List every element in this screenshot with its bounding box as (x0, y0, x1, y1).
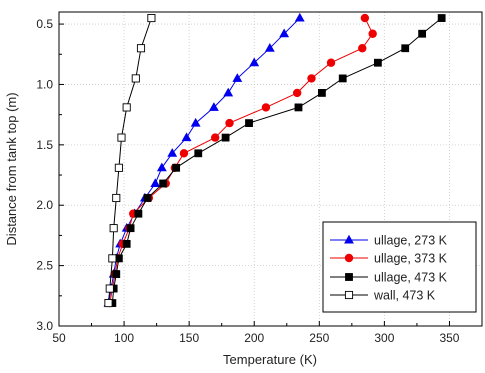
data-point-ullage-473k (122, 239, 131, 248)
data-point-ullage-473k (159, 179, 168, 188)
x-tick-label: 300 (374, 331, 394, 345)
legend-marker (344, 253, 354, 263)
tick-labels: 50 100 150 200 250 300 350 0.5 1.0 1.5 2.0 2.5 3.0 (36, 17, 459, 345)
legend-entry-wall-473k: wall, 473 K (330, 289, 436, 303)
data-point-ullage-473k (134, 209, 143, 218)
x-tick-label: 350 (439, 331, 459, 345)
data-point-ullage-373k (358, 44, 367, 53)
axes (58, 23, 450, 327)
x-tick-label: 100 (114, 331, 134, 345)
x-tick-label: 150 (179, 331, 199, 345)
data-point-ullage-273k (249, 57, 260, 67)
data-point-wall-473k (112, 193, 121, 203)
data-point-ullage-473k (221, 133, 230, 142)
plot-frame (58, 11, 483, 327)
legend-marker (345, 273, 353, 281)
legend-entry-ullage-273k: ullage, 273 K (330, 234, 448, 248)
legend-entry-ullage-373k: ullage, 373 K (330, 252, 448, 266)
data-point-wall-473k (108, 254, 117, 263)
y-tick-label: 2.0 (36, 198, 53, 212)
data-point-ullage-473k (126, 224, 135, 233)
legend-label: wall, 473 K (373, 289, 436, 303)
data-point-ullage-473k (338, 74, 347, 83)
data-point-ullage-373k (360, 13, 370, 23)
data-point-ullage-473k (245, 119, 253, 128)
data-point-wall-473k (114, 163, 123, 172)
data-point-wall-473k (105, 284, 114, 293)
x-tick-label: 250 (309, 331, 329, 345)
data-point-ullage-373k (225, 118, 234, 128)
legend-label: ullage, 473 K (374, 271, 448, 285)
series-layer (103, 12, 446, 308)
x-tick-label: 50 (52, 331, 66, 345)
y-tick-label: 2.5 (36, 259, 53, 273)
data-point-ullage-473k (401, 44, 410, 53)
data-point-ullage-473k (294, 103, 303, 112)
data-point-ullage-273k (150, 178, 161, 187)
data-point-ullage-473k (194, 149, 203, 158)
y-tick-label: 1.5 (36, 138, 53, 152)
data-point-ullage-273k (264, 43, 275, 52)
data-point-ullage-373k (307, 74, 316, 83)
legend-marker (344, 290, 354, 300)
data-point-ullage-273k (232, 73, 243, 82)
data-point-ullage-373k (368, 29, 377, 38)
data-point-ullage-273k (279, 28, 290, 38)
data-point-ullage-373k (261, 103, 271, 112)
data-point-ullage-273k (167, 148, 178, 157)
data-point-wall-473k (136, 44, 146, 53)
data-point-ullage-473k (172, 163, 181, 172)
legend-marker (344, 234, 354, 244)
data-point-wall-473k (131, 74, 140, 83)
data-point-ullage-273k (223, 87, 234, 97)
data-point-ullage-473k (418, 29, 427, 38)
data-point-ullage-473k (373, 58, 382, 67)
data-point-ullage-273k (208, 102, 219, 111)
data-point-ullage-473k (437, 14, 446, 22)
data-point-wall-473k (147, 13, 156, 23)
data-point-wall-473k (109, 224, 118, 233)
data-point-ullage-273k (294, 12, 305, 22)
y-axis-title: Distance from tank top (m) (4, 92, 19, 245)
data-point-ullage-473k (143, 194, 152, 202)
data-point-ullage-273k (156, 162, 167, 172)
data-point-ullage-373k (179, 149, 189, 158)
data-point-wall-473k (117, 133, 126, 142)
y-tick-label: 0.5 (36, 17, 53, 31)
data-point-wall-473k (122, 103, 131, 112)
series-ullage-473k (108, 14, 446, 307)
x-tick-label: 200 (244, 331, 264, 345)
data-point-ullage-473k (318, 89, 326, 97)
data-point-ullage-473k (112, 270, 121, 278)
data-point-wall-473k (104, 299, 113, 308)
y-tick-label: 1.0 (36, 77, 53, 91)
data-point-ullage-373k (292, 88, 302, 98)
legend-entry-ullage-473k: ullage, 473 K (330, 271, 448, 285)
legend-label: ullage, 373 K (374, 252, 448, 266)
legend-label: ullage, 273 K (374, 234, 448, 248)
x-axis-title: Temperature (K) (223, 352, 317, 367)
data-point-ullage-373k (326, 58, 336, 67)
y-tick-label: 3.0 (36, 319, 53, 333)
data-point-ullage-273k (190, 117, 201, 127)
data-point-ullage-373k (210, 133, 220, 142)
data-point-ullage-273k (181, 132, 192, 142)
series-wall-473k (104, 13, 156, 308)
legend: ullage, 273 K ullage, 373 K ullage, 473 K w… (322, 221, 477, 313)
